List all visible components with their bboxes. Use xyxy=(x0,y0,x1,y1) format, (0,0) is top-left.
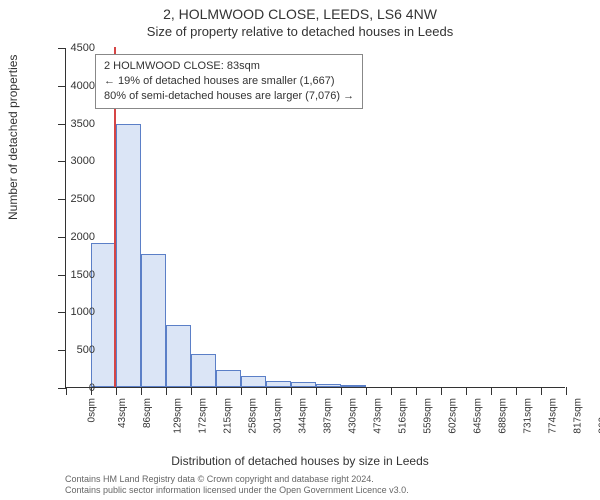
x-axis-label: Distribution of detached houses by size … xyxy=(0,454,600,468)
x-tick-label: 688sqm xyxy=(498,398,509,434)
x-tick-label: 645sqm xyxy=(473,398,484,434)
y-tick-label: 2000 xyxy=(55,231,95,243)
x-tick-label: 344sqm xyxy=(298,398,309,434)
x-tick-label: 473sqm xyxy=(373,398,384,434)
x-tick-label: 0sqm xyxy=(86,398,97,422)
histogram-bar xyxy=(216,370,241,387)
x-tick-label: 172sqm xyxy=(198,398,209,434)
credits-block: Contains HM Land Registry data © Crown c… xyxy=(65,474,409,496)
y-tick-label: 1500 xyxy=(55,269,95,281)
x-tick-label: 215sqm xyxy=(223,398,234,434)
x-tick xyxy=(341,387,342,395)
x-tick-label: 387sqm xyxy=(323,398,334,434)
x-tick xyxy=(541,387,542,395)
x-tick-label: 602sqm xyxy=(448,398,459,434)
x-tick-label: 430sqm xyxy=(348,398,359,434)
x-tick xyxy=(291,387,292,395)
x-tick-label: 817sqm xyxy=(573,398,584,434)
x-tick-label: 516sqm xyxy=(398,398,409,434)
x-tick xyxy=(516,387,517,395)
y-axis-label: Number of detached properties xyxy=(6,55,20,220)
x-tick xyxy=(166,387,167,395)
x-tick-label: 258sqm xyxy=(248,398,259,434)
histogram-bar xyxy=(141,254,166,387)
histogram-bar xyxy=(191,354,216,387)
y-tick-label: 1000 xyxy=(55,306,95,318)
chart-title-line1: 2, HOLMWOOD CLOSE, LEEDS, LS6 4NW xyxy=(0,6,600,22)
y-tick-label: 4000 xyxy=(55,80,95,92)
histogram-bar xyxy=(166,325,191,387)
x-tick xyxy=(491,387,492,395)
x-tick xyxy=(141,387,142,395)
info-box-line3: 80% of semi-detached houses are larger (… xyxy=(104,89,354,104)
chart-container: 2, HOLMWOOD CLOSE, LEEDS, LS6 4NW Size o… xyxy=(0,0,600,500)
info-box-line2: ← 19% of detached houses are smaller (1,… xyxy=(104,74,354,89)
histogram-bar xyxy=(316,384,341,387)
x-tick-label: 774sqm xyxy=(548,398,559,434)
x-tick xyxy=(191,387,192,395)
credits-line2: Contains public sector information licen… xyxy=(65,485,409,496)
x-tick xyxy=(566,387,567,395)
x-tick xyxy=(241,387,242,395)
histogram-bar xyxy=(241,376,266,387)
x-tick xyxy=(441,387,442,395)
histogram-bar xyxy=(341,385,366,387)
x-tick xyxy=(416,387,417,395)
x-tick xyxy=(391,387,392,395)
x-tick-label: 129sqm xyxy=(173,398,184,434)
x-tick xyxy=(466,387,467,395)
histogram-bar xyxy=(291,382,316,387)
y-tick-label: 3500 xyxy=(55,118,95,130)
y-tick-label: 0 xyxy=(55,382,95,394)
info-box-line1: 2 HOLMWOOD CLOSE: 83sqm xyxy=(104,59,354,74)
x-tick-label: 301sqm xyxy=(273,398,284,434)
x-tick-label: 559sqm xyxy=(423,398,434,434)
histogram-bar xyxy=(116,124,141,387)
x-tick xyxy=(216,387,217,395)
x-tick xyxy=(116,387,117,395)
x-tick-label: 86sqm xyxy=(142,398,153,428)
chart-title-line2: Size of property relative to detached ho… xyxy=(0,24,600,39)
x-tick-label: 43sqm xyxy=(117,398,128,428)
credits-line1: Contains HM Land Registry data © Crown c… xyxy=(65,474,409,485)
y-tick-label: 3000 xyxy=(55,155,95,167)
y-tick-label: 2500 xyxy=(55,193,95,205)
histogram-bar xyxy=(266,381,291,387)
x-tick xyxy=(366,387,367,395)
x-tick xyxy=(266,387,267,395)
info-box: 2 HOLMWOOD CLOSE: 83sqm← 19% of detached… xyxy=(95,54,363,109)
y-tick-label: 500 xyxy=(55,344,95,356)
y-tick-label: 4500 xyxy=(55,42,95,54)
x-tick-label: 731sqm xyxy=(523,398,534,434)
x-tick xyxy=(316,387,317,395)
